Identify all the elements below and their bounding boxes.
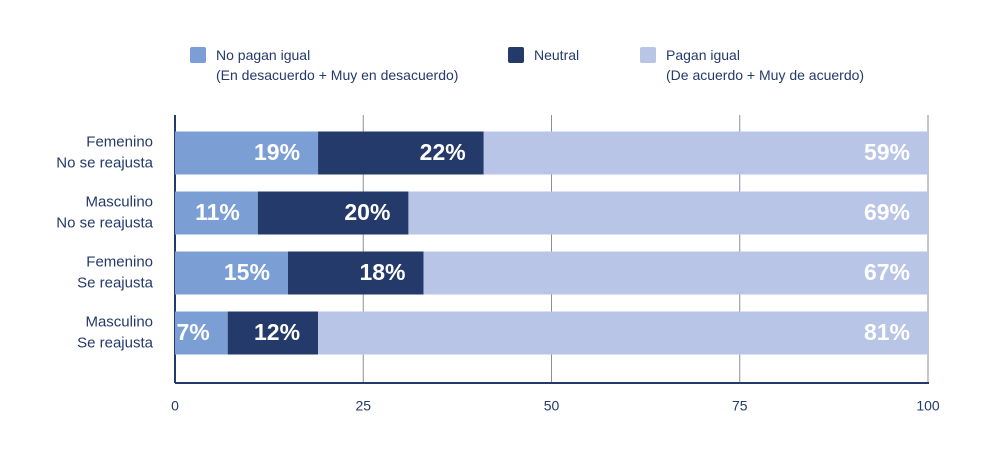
value-label: 69% xyxy=(864,199,910,225)
x-tick-label: 75 xyxy=(732,398,748,414)
legend-item: Neutral xyxy=(508,45,579,65)
bar-segment xyxy=(175,311,228,355)
y-tick-label: Masculino xyxy=(85,313,153,330)
bar-segment xyxy=(483,131,928,175)
legend-swatch xyxy=(508,47,524,63)
legend-label: Neutral xyxy=(534,47,580,63)
legend-label: Pagan igual (De acuerdo + Muy de acuerdo… xyxy=(666,47,865,83)
value-label: 15% xyxy=(224,259,270,285)
x-tick-label: 0 xyxy=(171,398,179,414)
value-label: 12% xyxy=(254,319,300,345)
bar-segment xyxy=(175,131,319,175)
legend-swatch xyxy=(640,47,656,63)
x-tick-label: 25 xyxy=(355,398,371,414)
x-tick-label: 100 xyxy=(916,398,940,414)
bar-segment xyxy=(175,191,258,235)
bar-segment xyxy=(318,131,484,175)
x-tick-label: 50 xyxy=(544,398,560,414)
value-label: 22% xyxy=(420,139,466,165)
y-tick-label: Se reajusta xyxy=(77,274,154,291)
bar-segment xyxy=(257,191,409,235)
y-tick-label: Femenino xyxy=(86,133,153,150)
value-label: 11% xyxy=(195,199,240,225)
legend-swatch xyxy=(190,47,206,63)
y-tick-label: Se reajusta xyxy=(77,334,154,351)
y-tick-label: No se reajusta xyxy=(56,214,153,231)
legend-item: No pagan igual (En desacuerdo + Muy en d… xyxy=(190,45,458,85)
bar-segment xyxy=(287,251,424,295)
bar-segment xyxy=(408,191,928,235)
bar-segment xyxy=(227,311,319,355)
legend-item: Pagan igual (De acuerdo + Muy de acuerdo… xyxy=(640,45,864,85)
bar-segment xyxy=(175,251,288,295)
value-label: 19% xyxy=(254,139,300,165)
bar-segment xyxy=(423,251,928,295)
y-tick-label: No se reajusta xyxy=(56,154,153,171)
value-label: 7% xyxy=(176,319,209,345)
value-label: 59% xyxy=(864,139,910,165)
legend-label: No pagan igual (En desacuerdo + Muy en d… xyxy=(216,47,459,83)
value-label: 81% xyxy=(864,319,910,345)
value-label: 18% xyxy=(359,259,405,285)
bar-segment xyxy=(318,311,928,355)
value-label: 67% xyxy=(864,259,910,285)
y-tick-label: Masculino xyxy=(85,193,153,210)
value-label: 20% xyxy=(344,199,390,225)
y-tick-label: Femenino xyxy=(86,253,153,270)
